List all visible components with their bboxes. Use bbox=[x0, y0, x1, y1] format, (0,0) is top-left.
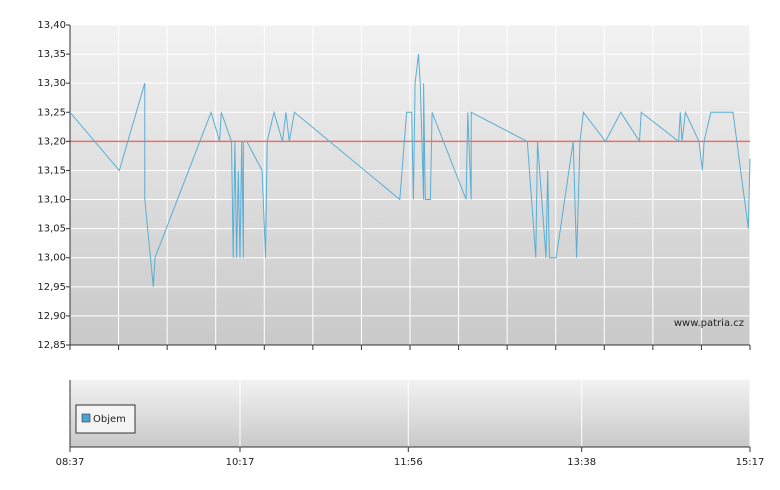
legend-swatch bbox=[81, 413, 91, 423]
x-tick-label: 11:56 bbox=[394, 457, 423, 468]
x-tick-label: 13:38 bbox=[567, 457, 596, 468]
y-tick-label: 13,25 bbox=[37, 107, 66, 118]
y-tick-label: 13,10 bbox=[37, 195, 66, 206]
y-tick-label: 13,20 bbox=[37, 136, 66, 147]
watermark: www.patria.cz bbox=[674, 318, 744, 329]
y-tick-label: 12,90 bbox=[37, 311, 66, 322]
y-tick-label: 13,30 bbox=[37, 78, 66, 89]
y-tick-label: 12,95 bbox=[37, 282, 66, 293]
y-tick-label: 13,35 bbox=[37, 49, 66, 60]
legend-label: Objem bbox=[93, 414, 126, 425]
y-tick-label: 12,85 bbox=[37, 340, 66, 351]
y-tick-label: 13,40 bbox=[37, 20, 66, 31]
y-tick-label: 13,00 bbox=[37, 253, 66, 264]
x-tick-label: 10:17 bbox=[226, 457, 255, 468]
x-tick-label: 15:17 bbox=[736, 457, 765, 468]
y-tick-label: 13,05 bbox=[37, 224, 66, 235]
x-tick-label: 08:37 bbox=[56, 457, 85, 468]
price-line bbox=[69, 54, 751, 287]
volume-plot-area bbox=[70, 380, 750, 447]
y-tick-label: 13,15 bbox=[37, 165, 66, 176]
